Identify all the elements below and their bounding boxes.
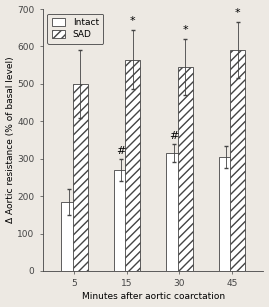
Text: *: * bbox=[130, 16, 136, 26]
Bar bbox=[219, 157, 233, 271]
Bar bbox=[125, 60, 140, 271]
Bar bbox=[73, 84, 87, 271]
Text: *: * bbox=[77, 37, 83, 46]
Text: #: # bbox=[169, 131, 178, 141]
Bar bbox=[230, 50, 245, 271]
Legend: Intact, SAD: Intact, SAD bbox=[47, 14, 103, 44]
X-axis label: Minutes after aortic coarctation: Minutes after aortic coarctation bbox=[82, 293, 225, 301]
Text: #: # bbox=[116, 146, 126, 156]
Text: *: * bbox=[182, 25, 188, 35]
Bar bbox=[178, 67, 193, 271]
Y-axis label: Δ Aortic resistance (% of basal level): Δ Aortic resistance (% of basal level) bbox=[6, 57, 15, 223]
Bar bbox=[61, 202, 76, 271]
Text: *: * bbox=[235, 8, 240, 18]
Bar bbox=[114, 170, 129, 271]
Bar bbox=[166, 153, 181, 271]
